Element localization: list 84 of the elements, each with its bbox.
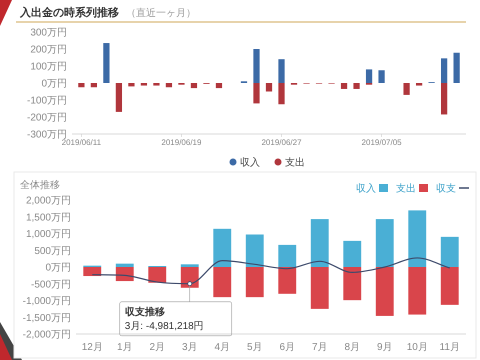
bar	[378, 70, 385, 83]
chart-subtitle: （直近一ヶ月）	[126, 7, 196, 19]
x-tick-label: 2019/07/05	[362, 138, 402, 147]
bar	[453, 52, 460, 83]
bar	[408, 210, 426, 267]
bar	[116, 264, 134, 267]
annotation: 収支推移 3月: -4,981,218円	[124, 306, 204, 332]
bar	[216, 83, 222, 88]
bar	[246, 234, 264, 267]
bar	[140, 83, 148, 86]
bar	[408, 267, 426, 315]
bar	[310, 267, 329, 309]
y-tick-label: 0万円	[41, 78, 67, 90]
bar	[253, 83, 260, 104]
legend-label: 支出	[285, 156, 305, 168]
bar	[180, 264, 199, 267]
y-tick-label: 0万円	[45, 262, 71, 274]
bar	[278, 59, 285, 83]
bar	[403, 83, 410, 95]
x-tick-label: 8月	[344, 342, 360, 353]
bar	[190, 83, 198, 88]
y-tick-label: 1,500万円	[26, 212, 71, 224]
x-tick-label: 9月	[376, 342, 393, 353]
bar	[246, 267, 264, 298]
x-tick-label: 10月	[406, 342, 428, 353]
bar	[343, 240, 362, 267]
chart-title: 全体推移	[20, 179, 60, 191]
x-tick-label: 6月	[279, 342, 296, 353]
legend-label: 収入	[240, 156, 260, 168]
y-tick-label: 500万円	[34, 246, 71, 257]
bar	[440, 58, 448, 83]
bar	[90, 83, 98, 88]
x-tick-label: 5月	[246, 342, 263, 353]
legend-label: 収支	[436, 182, 456, 194]
bar	[278, 244, 296, 267]
bar	[253, 49, 260, 83]
y-tick-label: 2,000万円	[26, 196, 71, 206]
bar	[148, 267, 166, 283]
y-tick-label: -300万円	[26, 130, 67, 140]
x-tick-label: 7月	[312, 342, 328, 353]
bar	[340, 83, 348, 89]
y-tick-label: -500万円	[30, 279, 71, 290]
y-tick-label: -1,500万円	[22, 312, 71, 324]
y-tick-label: 100万円	[30, 62, 67, 72]
bar	[153, 83, 160, 86]
x-tick-label: 2019/06/19	[161, 138, 202, 147]
bar	[353, 83, 360, 89]
bar	[116, 83, 122, 112]
bar	[440, 236, 459, 267]
x-tick-label: 2月	[149, 342, 166, 353]
y-tick-label: 200万円	[30, 44, 67, 56]
y-tick-label: -1,000万円	[22, 296, 71, 307]
x-tick-label: 4月	[214, 342, 230, 353]
bar	[128, 83, 135, 86]
bar	[266, 83, 272, 92]
bar	[213, 228, 232, 267]
x-tick-label: 2019/06/27	[261, 138, 302, 147]
y-tick-label: -100万円	[26, 96, 67, 106]
legend-label: 収入	[356, 182, 376, 194]
bar	[366, 69, 372, 83]
y-tick-label: 1,000万円	[26, 229, 71, 240]
x-tick-label: 1月	[116, 342, 133, 353]
x-tick-label: 12月	[82, 342, 103, 353]
bar	[78, 83, 85, 88]
x-tick-label: 3月	[182, 342, 198, 353]
bar	[343, 267, 362, 300]
x-tick-label: 11月	[440, 342, 460, 353]
bar	[103, 43, 110, 83]
bar	[440, 267, 459, 305]
bar	[278, 267, 296, 294]
bar	[278, 83, 285, 104]
bar	[440, 83, 448, 114]
y-tick-label: -200万円	[26, 112, 67, 124]
bar	[213, 267, 232, 298]
legend-label: 支出	[396, 182, 416, 194]
bar	[416, 83, 422, 86]
chart-title: 入出金の時系列推移	[19, 6, 119, 19]
bar	[376, 219, 394, 267]
bar	[376, 267, 394, 316]
y-tick-label: 300万円	[30, 28, 67, 38]
bar	[166, 83, 172, 88]
x-tick-label: 2019/06/11	[62, 138, 102, 147]
y-tick-label: -2,000万円	[22, 330, 71, 340]
bar	[310, 219, 329, 267]
